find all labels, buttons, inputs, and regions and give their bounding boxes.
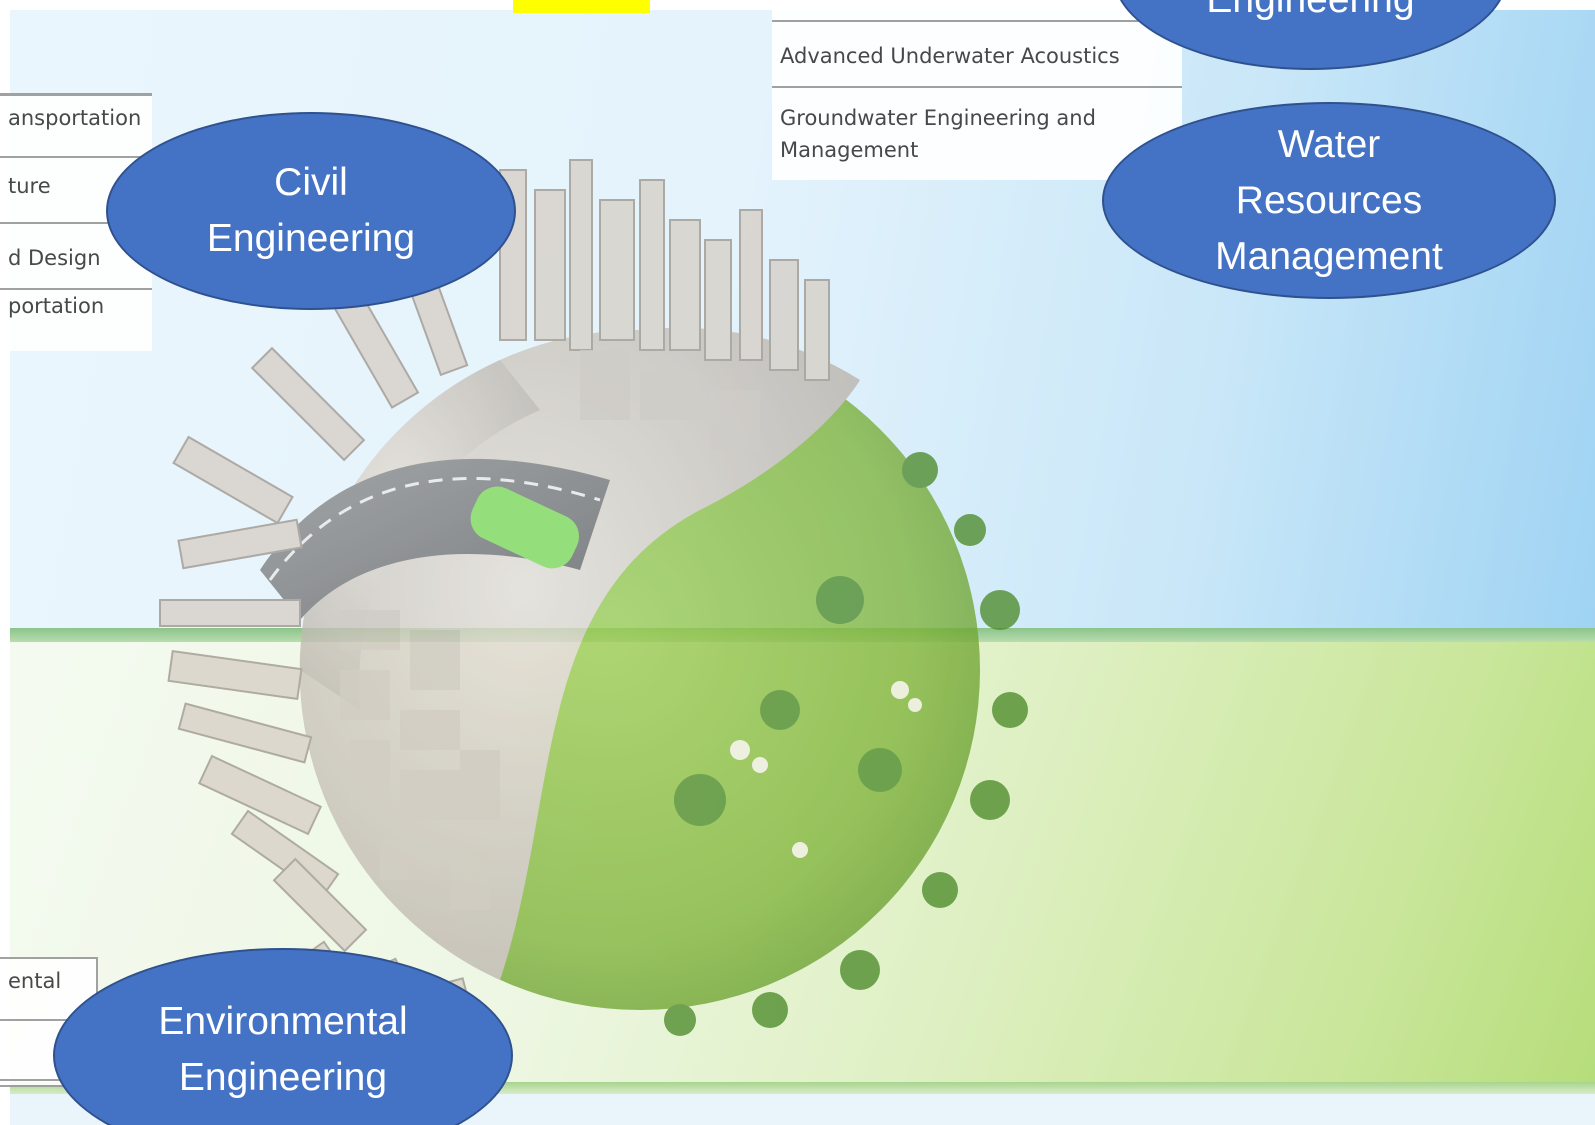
city-nature-globe-illustration bbox=[159, 159, 1028, 1083]
list-item: Groundwater Engineering and Management bbox=[780, 106, 1096, 162]
list-item: Advanced Underwater Acoustics bbox=[772, 22, 1182, 88]
list-item: ental bbox=[0, 959, 96, 1021]
course-list-top: Advanced Underwater Acoustics Groundwate… bbox=[772, 0, 1182, 180]
engineering-bubble-label: Engineering bbox=[1206, 0, 1414, 28]
list-item: ture bbox=[0, 158, 152, 224]
environmental-engineering-bubble: Environmental Engineering bbox=[53, 948, 513, 1125]
water-resources-management-bubble: Water Resources Management bbox=[1102, 102, 1556, 299]
highlight-marker bbox=[513, 0, 650, 13]
civil-engineering-label: Civil Engineering bbox=[206, 161, 416, 260]
list-item: portation bbox=[8, 294, 105, 318]
list-item-cropped bbox=[772, 0, 1182, 22]
list-item bbox=[0, 1021, 96, 1081]
list-item: ansportation bbox=[0, 96, 152, 158]
civil-engineering-bubble: Civil Engineering bbox=[106, 112, 516, 310]
green-car bbox=[470, 486, 580, 569]
environmental-engineering-label: Environmental Engineering bbox=[158, 1000, 408, 1099]
water-resources-management-label: Water Resources Management bbox=[1215, 122, 1443, 278]
list-item: d Design bbox=[0, 224, 152, 290]
